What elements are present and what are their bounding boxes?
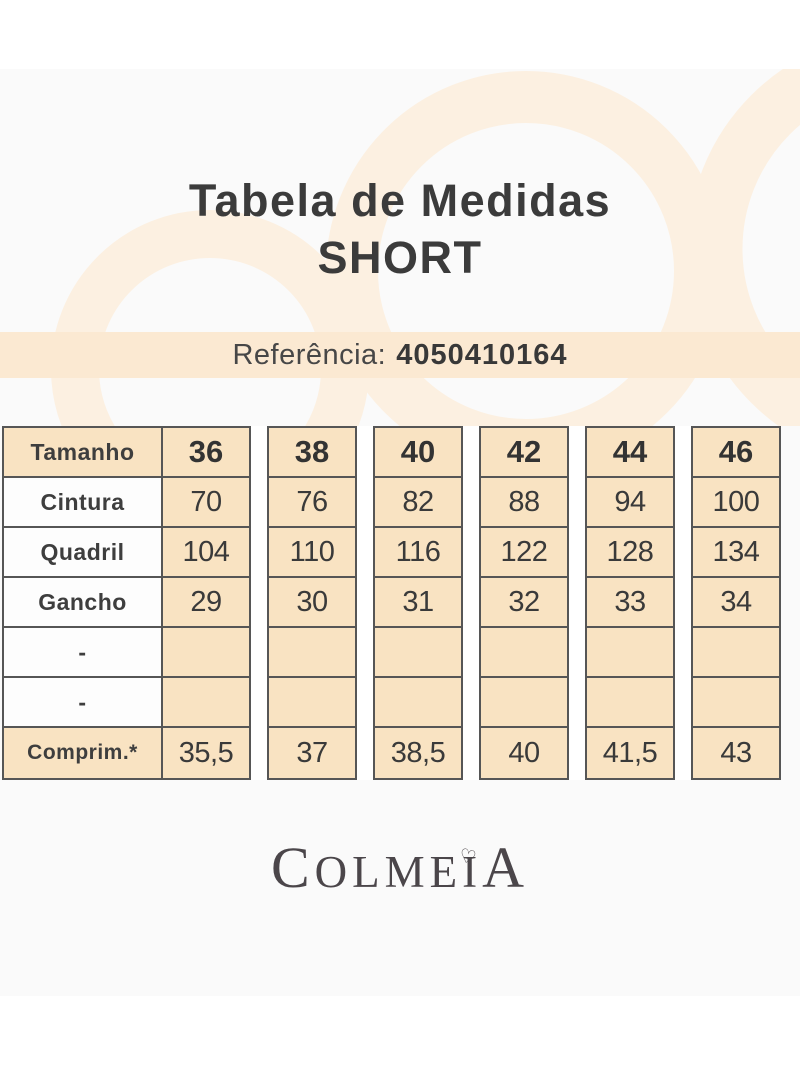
- table-cell: 82: [375, 478, 461, 528]
- table-cell: 30: [269, 578, 355, 628]
- table-cell: [587, 628, 673, 678]
- size-header: 36: [163, 428, 249, 478]
- table-cell: 37: [269, 728, 355, 778]
- table-cell: [693, 678, 779, 728]
- table-cell: 110: [269, 528, 355, 578]
- size-column-38: 38 76 110 30 37: [267, 426, 357, 780]
- table-cell: 33: [587, 578, 673, 628]
- table-cell: 34: [693, 578, 779, 628]
- row-label-gancho: Gancho: [4, 578, 161, 628]
- brand-letter: I: [462, 847, 483, 897]
- reference-label: Referência:: [232, 338, 387, 371]
- table-cell: 31: [375, 578, 461, 628]
- size-header: 40: [375, 428, 461, 478]
- row-label-comprimento: Comprim.*: [4, 728, 161, 778]
- table-cell: 76: [269, 478, 355, 528]
- table-cell: 70: [163, 478, 249, 528]
- table-cell: 134: [693, 528, 779, 578]
- table-cell: 43: [693, 728, 779, 778]
- reference-value: 4050410164: [396, 338, 568, 371]
- row-label-quadril: Quadril: [4, 528, 161, 578]
- table-cell: 88: [481, 478, 567, 528]
- table-cell: [481, 678, 567, 728]
- size-header: 44: [587, 428, 673, 478]
- row-label-cintura: Cintura: [4, 478, 161, 528]
- table-cell: 41,5: [587, 728, 673, 778]
- row-label-dash2: -: [4, 678, 161, 728]
- table-cell: [163, 628, 249, 678]
- table-cell: [163, 678, 249, 728]
- table-cell: [269, 628, 355, 678]
- table-cell: 104: [163, 528, 249, 578]
- table-cell: [375, 628, 461, 678]
- size-header: 46: [693, 428, 779, 478]
- table-cell: [269, 678, 355, 728]
- size-column-42: 42 88 122 32 40: [479, 426, 569, 780]
- page-title-line1: Tabela de Medidas: [188, 175, 612, 226]
- brand-logo: COLMEI ♡ A: [0, 836, 800, 904]
- brand-letters: OLME: [314, 847, 463, 897]
- brand-letter-i: I ♡: [457, 840, 483, 904]
- brand-letter: A: [482, 835, 530, 900]
- brand-letter: C: [270, 835, 315, 900]
- table-cell: 100: [693, 478, 779, 528]
- content-card: Tabela de Medidas SHORT Referência: 4050…: [0, 69, 800, 996]
- size-header: 42: [481, 428, 567, 478]
- table-cell: 32: [481, 578, 567, 628]
- table-cell: [481, 628, 567, 678]
- table-cell: 122: [481, 528, 567, 578]
- table-cell: 128: [587, 528, 673, 578]
- size-table: Tamanho Cintura Quadril Gancho - - Compr…: [2, 426, 781, 780]
- table-cell: 94: [587, 478, 673, 528]
- table-cell: [693, 628, 779, 678]
- table-cell: 38,5: [375, 728, 461, 778]
- reference-banner: Referência: 4050410164: [0, 332, 800, 378]
- labels-column: Tamanho Cintura Quadril Gancho - - Compr…: [2, 426, 161, 780]
- table-cell: 35,5: [163, 728, 249, 778]
- table-cell: 116: [375, 528, 461, 578]
- table-cell: 29: [163, 578, 249, 628]
- page-title: Tabela de Medidas SHORT: [0, 172, 800, 286]
- size-column-40: 40 82 116 31 38,5: [373, 426, 463, 780]
- size-column-36: 36 70 104 29 35,5: [161, 426, 251, 780]
- row-label-tamanho: Tamanho: [4, 428, 161, 478]
- page-title-line2: SHORT: [317, 232, 483, 283]
- size-header: 38: [269, 428, 355, 478]
- row-label-dash1: -: [4, 628, 161, 678]
- table-cell: [587, 678, 673, 728]
- table-cell: [375, 678, 461, 728]
- table-cell: 40: [481, 728, 567, 778]
- size-column-44: 44 94 128 33 41,5: [585, 426, 675, 780]
- size-column-46: 46 100 134 34 43: [691, 426, 781, 780]
